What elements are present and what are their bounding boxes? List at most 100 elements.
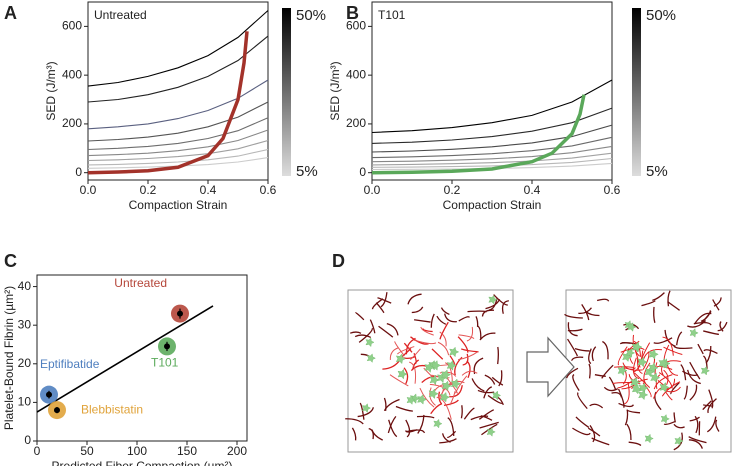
fiber	[479, 332, 496, 341]
y-tick-label: 200	[62, 116, 82, 130]
fiber	[403, 342, 413, 353]
fiber	[414, 319, 431, 323]
x-tick-label: 0.4	[524, 183, 541, 197]
fiber	[591, 346, 597, 362]
panel-label: D	[332, 251, 345, 271]
fiber	[470, 415, 489, 421]
fiber	[587, 427, 601, 437]
x-tick-label: 50	[80, 444, 94, 458]
platelet	[429, 374, 440, 386]
fiber	[567, 328, 583, 332]
curve	[371, 124, 613, 153]
annotation: Untreated	[94, 8, 147, 22]
fiber	[481, 423, 498, 436]
curve	[87, 31, 249, 175]
fiber	[380, 292, 388, 308]
panel-label: B	[346, 3, 359, 23]
plot-frame	[371, 1, 613, 181]
fiber	[458, 334, 475, 340]
fiber	[440, 382, 455, 399]
fiber	[449, 391, 456, 406]
y-tick-label: 30	[18, 317, 32, 331]
platelet	[637, 356, 648, 368]
point	[177, 310, 183, 317]
fiber	[462, 353, 469, 366]
fiber	[444, 362, 453, 382]
colorbar-max-label: 50%	[646, 7, 676, 24]
curve	[371, 79, 613, 134]
platelet	[417, 394, 428, 405]
fiber	[431, 348, 444, 360]
fiber	[572, 374, 580, 391]
fiber	[478, 409, 494, 420]
curve	[87, 35, 269, 103]
platelet	[486, 427, 496, 437]
x-tick-label: 0.2	[444, 183, 461, 197]
fiber	[643, 348, 663, 359]
fiber	[712, 299, 720, 311]
fiber	[653, 337, 673, 344]
fiber	[687, 320, 707, 328]
fiber	[410, 336, 429, 345]
fiber	[673, 432, 683, 451]
colorbar	[632, 8, 641, 176]
fiber	[594, 374, 606, 377]
fiber	[617, 346, 628, 366]
fiber	[702, 404, 714, 407]
fiber	[664, 329, 676, 347]
annotation: T101	[378, 8, 406, 22]
fiber	[705, 345, 712, 364]
fiber	[407, 293, 422, 305]
fiber	[358, 328, 374, 343]
fiber	[430, 402, 443, 415]
fiber	[663, 346, 683, 356]
platelet	[627, 322, 637, 332]
fiber	[439, 438, 457, 444]
platelet	[617, 365, 628, 376]
platelet	[689, 328, 699, 338]
fiber	[484, 374, 496, 385]
platelet	[366, 353, 376, 363]
y-tick-label: 200	[346, 116, 366, 130]
plot-frame	[36, 274, 248, 442]
fiber	[707, 398, 717, 414]
x-tick-label: 0.0	[364, 183, 381, 197]
fiber	[680, 364, 687, 381]
fiber	[578, 307, 592, 315]
fiber	[603, 386, 619, 392]
fiber	[357, 407, 375, 418]
arrow	[526, 336, 575, 398]
fiber	[703, 330, 719, 335]
y-tick-label: 400	[62, 67, 82, 81]
fiber	[618, 402, 634, 408]
fiber	[466, 326, 474, 342]
fiber	[588, 363, 591, 379]
fiber	[485, 298, 501, 310]
fiber	[689, 384, 698, 401]
fiber	[457, 336, 469, 353]
fiber	[694, 415, 699, 434]
fiber	[480, 415, 493, 421]
fiber	[444, 313, 457, 323]
fiber	[420, 326, 434, 336]
platelet	[648, 348, 659, 360]
fiber	[447, 417, 455, 436]
fiber	[421, 328, 433, 333]
x-tick-label: 0.4	[200, 183, 217, 197]
y-tick-label: 0	[75, 165, 82, 179]
curve	[87, 101, 269, 142]
fiber	[670, 382, 680, 395]
y-tick-label: 0	[359, 165, 366, 179]
fiber	[624, 410, 629, 426]
platelet	[644, 433, 654, 444]
fiber	[626, 423, 632, 440]
platelet	[365, 337, 375, 348]
curve	[371, 94, 586, 175]
fiber	[467, 310, 487, 313]
fiber	[416, 415, 435, 419]
fiber	[706, 416, 717, 433]
fiber	[702, 400, 712, 411]
fiber	[383, 397, 387, 411]
fiber	[436, 315, 447, 325]
fiber	[642, 351, 650, 370]
